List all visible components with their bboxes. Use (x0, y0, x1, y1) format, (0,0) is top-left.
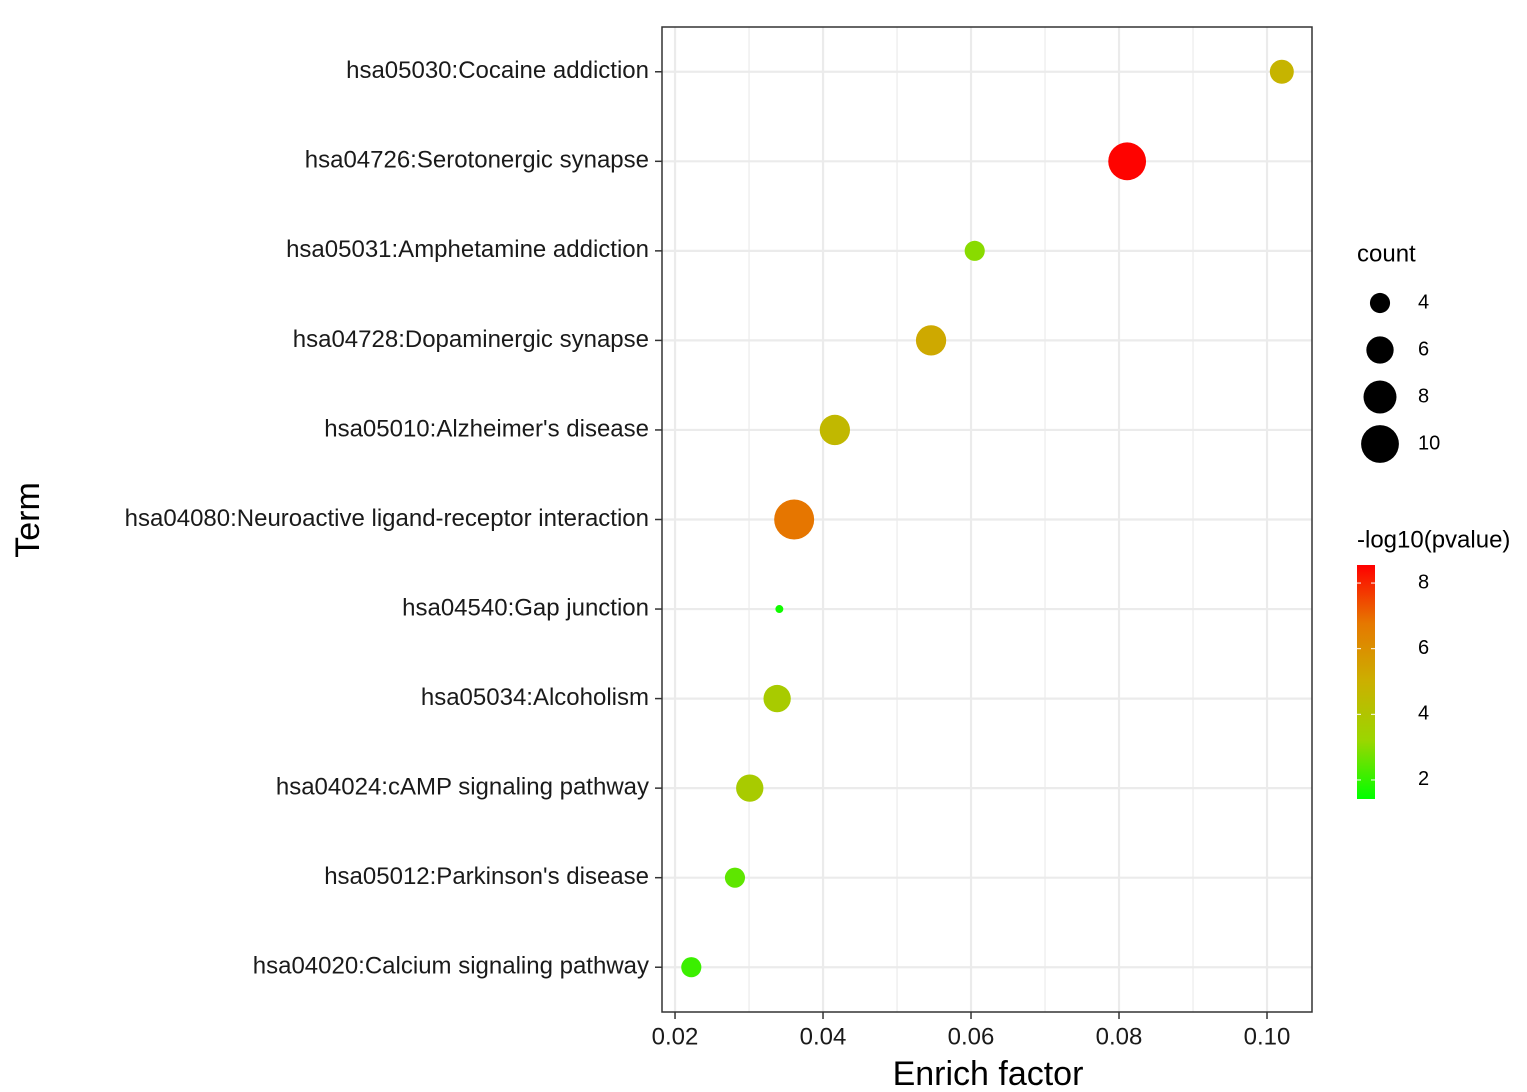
color-legend-title: -log10(pvalue) (1357, 526, 1510, 553)
point (1269, 59, 1294, 84)
y-tick-label: hsa05012:Parkinson's disease (324, 863, 649, 890)
x-tick-label: 0.06 (948, 1023, 995, 1050)
size-legend-label: 8 (1418, 385, 1429, 407)
size-legend-key (1366, 336, 1394, 364)
x-tick-label: 0.02 (652, 1023, 699, 1050)
point (964, 240, 985, 261)
size-legend-key (1361, 425, 1399, 463)
point (774, 499, 815, 540)
y-tick-label: hsa04540:Gap junction (402, 594, 649, 621)
size-legend-key (1363, 380, 1397, 414)
x-tick-label: 0.04 (800, 1023, 847, 1050)
y-tick-label: hsa04080:Neuroactive ligand-receptor int… (125, 505, 649, 532)
point (681, 957, 702, 978)
colorbar-label: 6 (1418, 637, 1429, 659)
y-tick-label: hsa05031:Amphetamine addiction (286, 236, 649, 263)
y-axis-label: Term (9, 482, 47, 558)
point (915, 325, 947, 356)
y-tick-label: hsa04728:Dopaminergic synapse (293, 326, 649, 353)
y-tick-label: hsa04024:cAMP signaling pathway (276, 773, 649, 800)
size-legend-label: 6 (1418, 338, 1429, 360)
size-legend-title: count (1357, 240, 1416, 267)
point (763, 684, 791, 713)
x-tick-label: 0.10 (1244, 1023, 1291, 1050)
colorbar-label: 2 (1418, 768, 1429, 790)
point (1108, 142, 1147, 181)
x-tick-label: 0.08 (1096, 1023, 1143, 1050)
y-tick-label: hsa05034:Alcoholism (421, 684, 649, 711)
y-tick-label: hsa05030:Cocaine addiction (346, 57, 649, 84)
point (819, 414, 851, 446)
colorbar (1357, 565, 1375, 799)
size-legend-label: 10 (1418, 432, 1440, 454)
y-tick-label: hsa05010:Alzheimer's disease (324, 415, 649, 442)
point (775, 605, 784, 614)
size-legend-label: 4 (1418, 291, 1429, 313)
point (724, 867, 746, 888)
x-axis-label: Enrich factor (893, 1055, 1084, 1092)
size-legend-key (1369, 292, 1391, 314)
colorbar-label: 8 (1418, 571, 1429, 593)
colorbar-label: 4 (1418, 703, 1429, 725)
point (736, 774, 764, 802)
y-tick-label: hsa04020:Calcium signaling pathway (253, 953, 649, 980)
y-tick-label: hsa04726:Serotonergic synapse (305, 147, 649, 174)
